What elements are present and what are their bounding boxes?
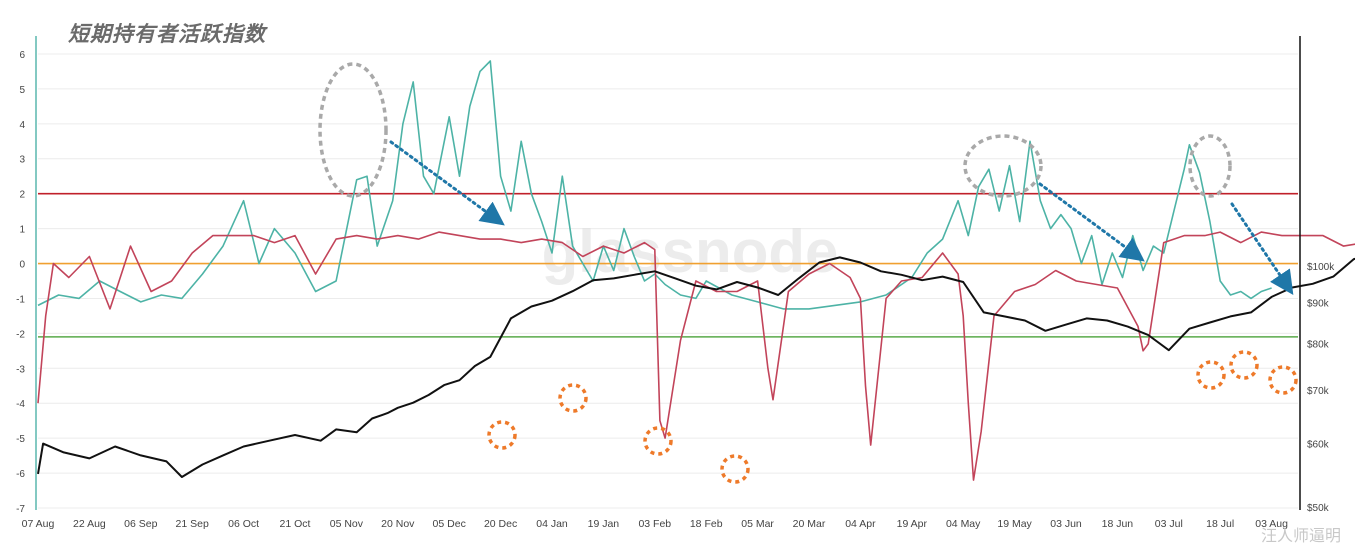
y-left-tick-label: -4 — [16, 399, 25, 410]
x-tick-label: 18 Jul — [1206, 518, 1234, 530]
x-tick-label: 18 Feb — [690, 518, 723, 530]
y-right-tick-label: $50k — [1307, 503, 1330, 514]
y-left-tick-label: 1 — [19, 225, 25, 236]
y-left-tick-label: -6 — [16, 469, 25, 480]
x-tick-label: 03 Feb — [638, 518, 671, 530]
dip-marker-circle — [1196, 360, 1226, 390]
trend-arrow — [389, 140, 505, 226]
trend-arrow — [1230, 202, 1294, 295]
y-right-tick-label: $60k — [1307, 440, 1330, 451]
activity-oscillator-line — [37, 231, 1355, 481]
x-tick-label: 21 Oct — [280, 518, 311, 530]
y-right-tick-label: $100k — [1307, 262, 1335, 273]
chart-title: 短期持有者活跃指数 — [68, 22, 266, 46]
highlight-ellipse — [1188, 134, 1232, 198]
y-left-tick-label: 3 — [19, 155, 25, 166]
x-tick-label: 20 Dec — [484, 518, 517, 530]
dip-marker-circle — [558, 383, 588, 413]
x-tick-label: 05 Mar — [741, 518, 774, 530]
x-tick-label: 19 May — [997, 518, 1032, 530]
x-tick-label: 19 Jan — [588, 518, 620, 530]
y-left-tick-label: -1 — [16, 294, 25, 305]
x-tick-label: 03 Aug — [1255, 518, 1288, 530]
x-tick-label: 20 Nov — [381, 518, 415, 530]
y-left-tick-label: -3 — [16, 364, 25, 375]
dip-marker-circle — [487, 420, 517, 450]
y-left-tick-label: -7 — [16, 504, 25, 515]
highlight-ellipse — [318, 62, 388, 198]
dip-marker-circle — [1229, 350, 1259, 380]
x-tick-label: 04 Apr — [845, 518, 876, 530]
y-left-tick-label: 6 — [19, 50, 25, 61]
x-tick-label: 06 Oct — [228, 518, 259, 530]
x-tick-label: 03 Jul — [1155, 518, 1183, 530]
x-tick-label: 22 Aug — [73, 518, 106, 530]
highlight-ellipse — [963, 134, 1043, 198]
watermark-brand: glassnode — [542, 218, 839, 285]
y-right-tick-label: $70k — [1307, 386, 1330, 397]
x-tick-label: 05 Dec — [433, 518, 466, 530]
credit-watermark: 汪人师逼明 — [1260, 526, 1341, 545]
x-tick-label: 03 Jun — [1050, 518, 1082, 530]
x-tick-label: 20 Mar — [793, 518, 826, 530]
x-tick-label: 18 Jun — [1102, 518, 1134, 530]
trend-arrow — [1038, 182, 1145, 262]
y-left-tick-label: 2 — [19, 190, 25, 201]
y-left-tick-label: 0 — [19, 260, 25, 271]
x-tick-label: 06 Sep — [124, 518, 157, 530]
y-right-tick-label: $80k — [1307, 340, 1330, 351]
y-left-tick-label: -5 — [16, 434, 25, 445]
y-left-tick-label: 4 — [19, 120, 25, 131]
y-right-tick-label: $90k — [1307, 299, 1330, 310]
x-tick-label: 21 Sep — [176, 518, 209, 530]
x-tick-label: 05 Nov — [330, 518, 364, 530]
dip-marker-circle — [1268, 365, 1298, 395]
x-tick-label: 19 Apr — [897, 518, 928, 530]
x-tick-label: 04 May — [946, 518, 981, 530]
y-left-tick-label: 5 — [19, 85, 25, 96]
x-tick-label: 07 Aug — [22, 518, 55, 530]
y-left-tick-label: -2 — [16, 329, 25, 340]
price-line — [37, 256, 1355, 478]
dip-marker-circle — [720, 454, 750, 484]
activity-index-line — [37, 60, 1272, 310]
x-tick-label: 04 Jan — [536, 518, 568, 530]
dip-marker-circle — [643, 426, 673, 456]
